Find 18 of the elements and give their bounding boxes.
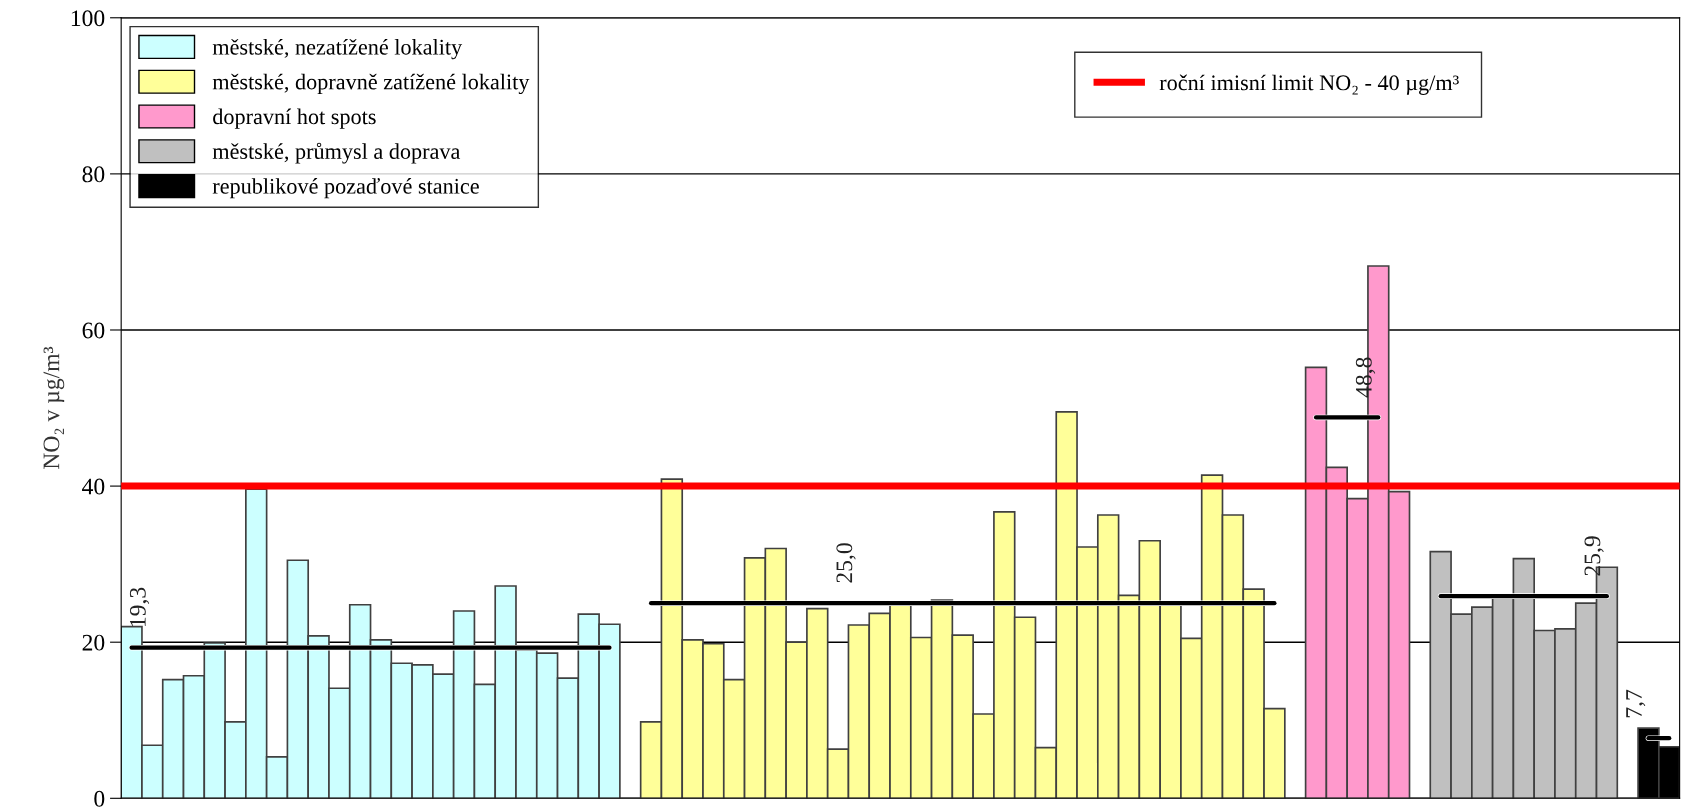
legend-label: roční imisní limit NO₂ - 40 µg/m³ [1159,74,1459,95]
data-label: 7,7 [1626,689,1646,718]
y-tick-label: 60 [82,322,105,339]
y-tick-label: 100 [71,10,105,27]
data-label: 19,3 [129,587,150,627]
legend-label: republikové pozaďové stanice [212,178,479,199]
legend-label: městské, nezatížené lokality [212,38,463,60]
legend-label: městské, průmysl a doprava [212,142,461,164]
data-label: 48,8 [1355,357,1376,398]
y-tick-label: 80 [82,166,105,183]
data-label: 25,0 [836,543,856,583]
y-tick-label: 20 [82,634,105,651]
legend-label: městské, dopravně zatížené lokality [212,73,530,95]
y-tick-label: 40 [82,478,105,495]
y-tick-label: 0 [94,790,105,807]
data-label: 25,9 [1584,536,1604,576]
y-axis-title: NO₂ v µg/m³ [43,346,65,470]
legend-label: dopravní hot spots [213,108,376,129]
